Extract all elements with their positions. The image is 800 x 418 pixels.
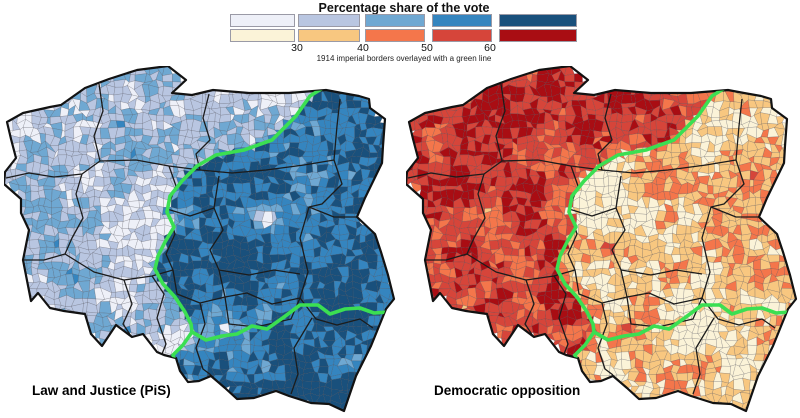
legend-tick: 50	[421, 42, 433, 54]
legend-tick: 60	[484, 42, 496, 54]
legend-title: Percentage share of the vote	[318, 1, 490, 15]
legend-ticks: 30 40 50 60	[228, 42, 580, 54]
pis-choropleth-map	[4, 66, 396, 413]
pis-map-label: Law and Justice (PiS)	[32, 383, 171, 398]
legend-caption: 1914 imperial borders overlayed with a g…	[316, 54, 492, 63]
pis-color-scale	[228, 14, 580, 27]
legend-swatch	[365, 29, 425, 42]
legend-swatch	[499, 29, 577, 42]
map-pis: Law and Justice (PiS)	[4, 66, 396, 414]
legend-swatch	[230, 29, 295, 42]
vote-share-legend: Percentage share of the vote 30 40 50 60 19…	[228, 0, 580, 64]
legend-swatch	[298, 29, 360, 42]
legend-tick: 30	[291, 42, 303, 54]
legend-swatch	[230, 14, 295, 27]
legend-tick: 40	[357, 42, 369, 54]
legend-swatch	[432, 14, 492, 27]
opposition-map-label: Democratic opposition	[434, 383, 581, 398]
opposition-color-scale	[228, 29, 580, 42]
legend-swatch	[499, 14, 577, 27]
opposition-choropleth-map	[406, 66, 798, 413]
legend-swatch	[298, 14, 360, 27]
legend-swatch	[432, 29, 492, 42]
legend-swatch	[365, 14, 425, 27]
map-opposition: Democratic opposition	[406, 66, 798, 414]
